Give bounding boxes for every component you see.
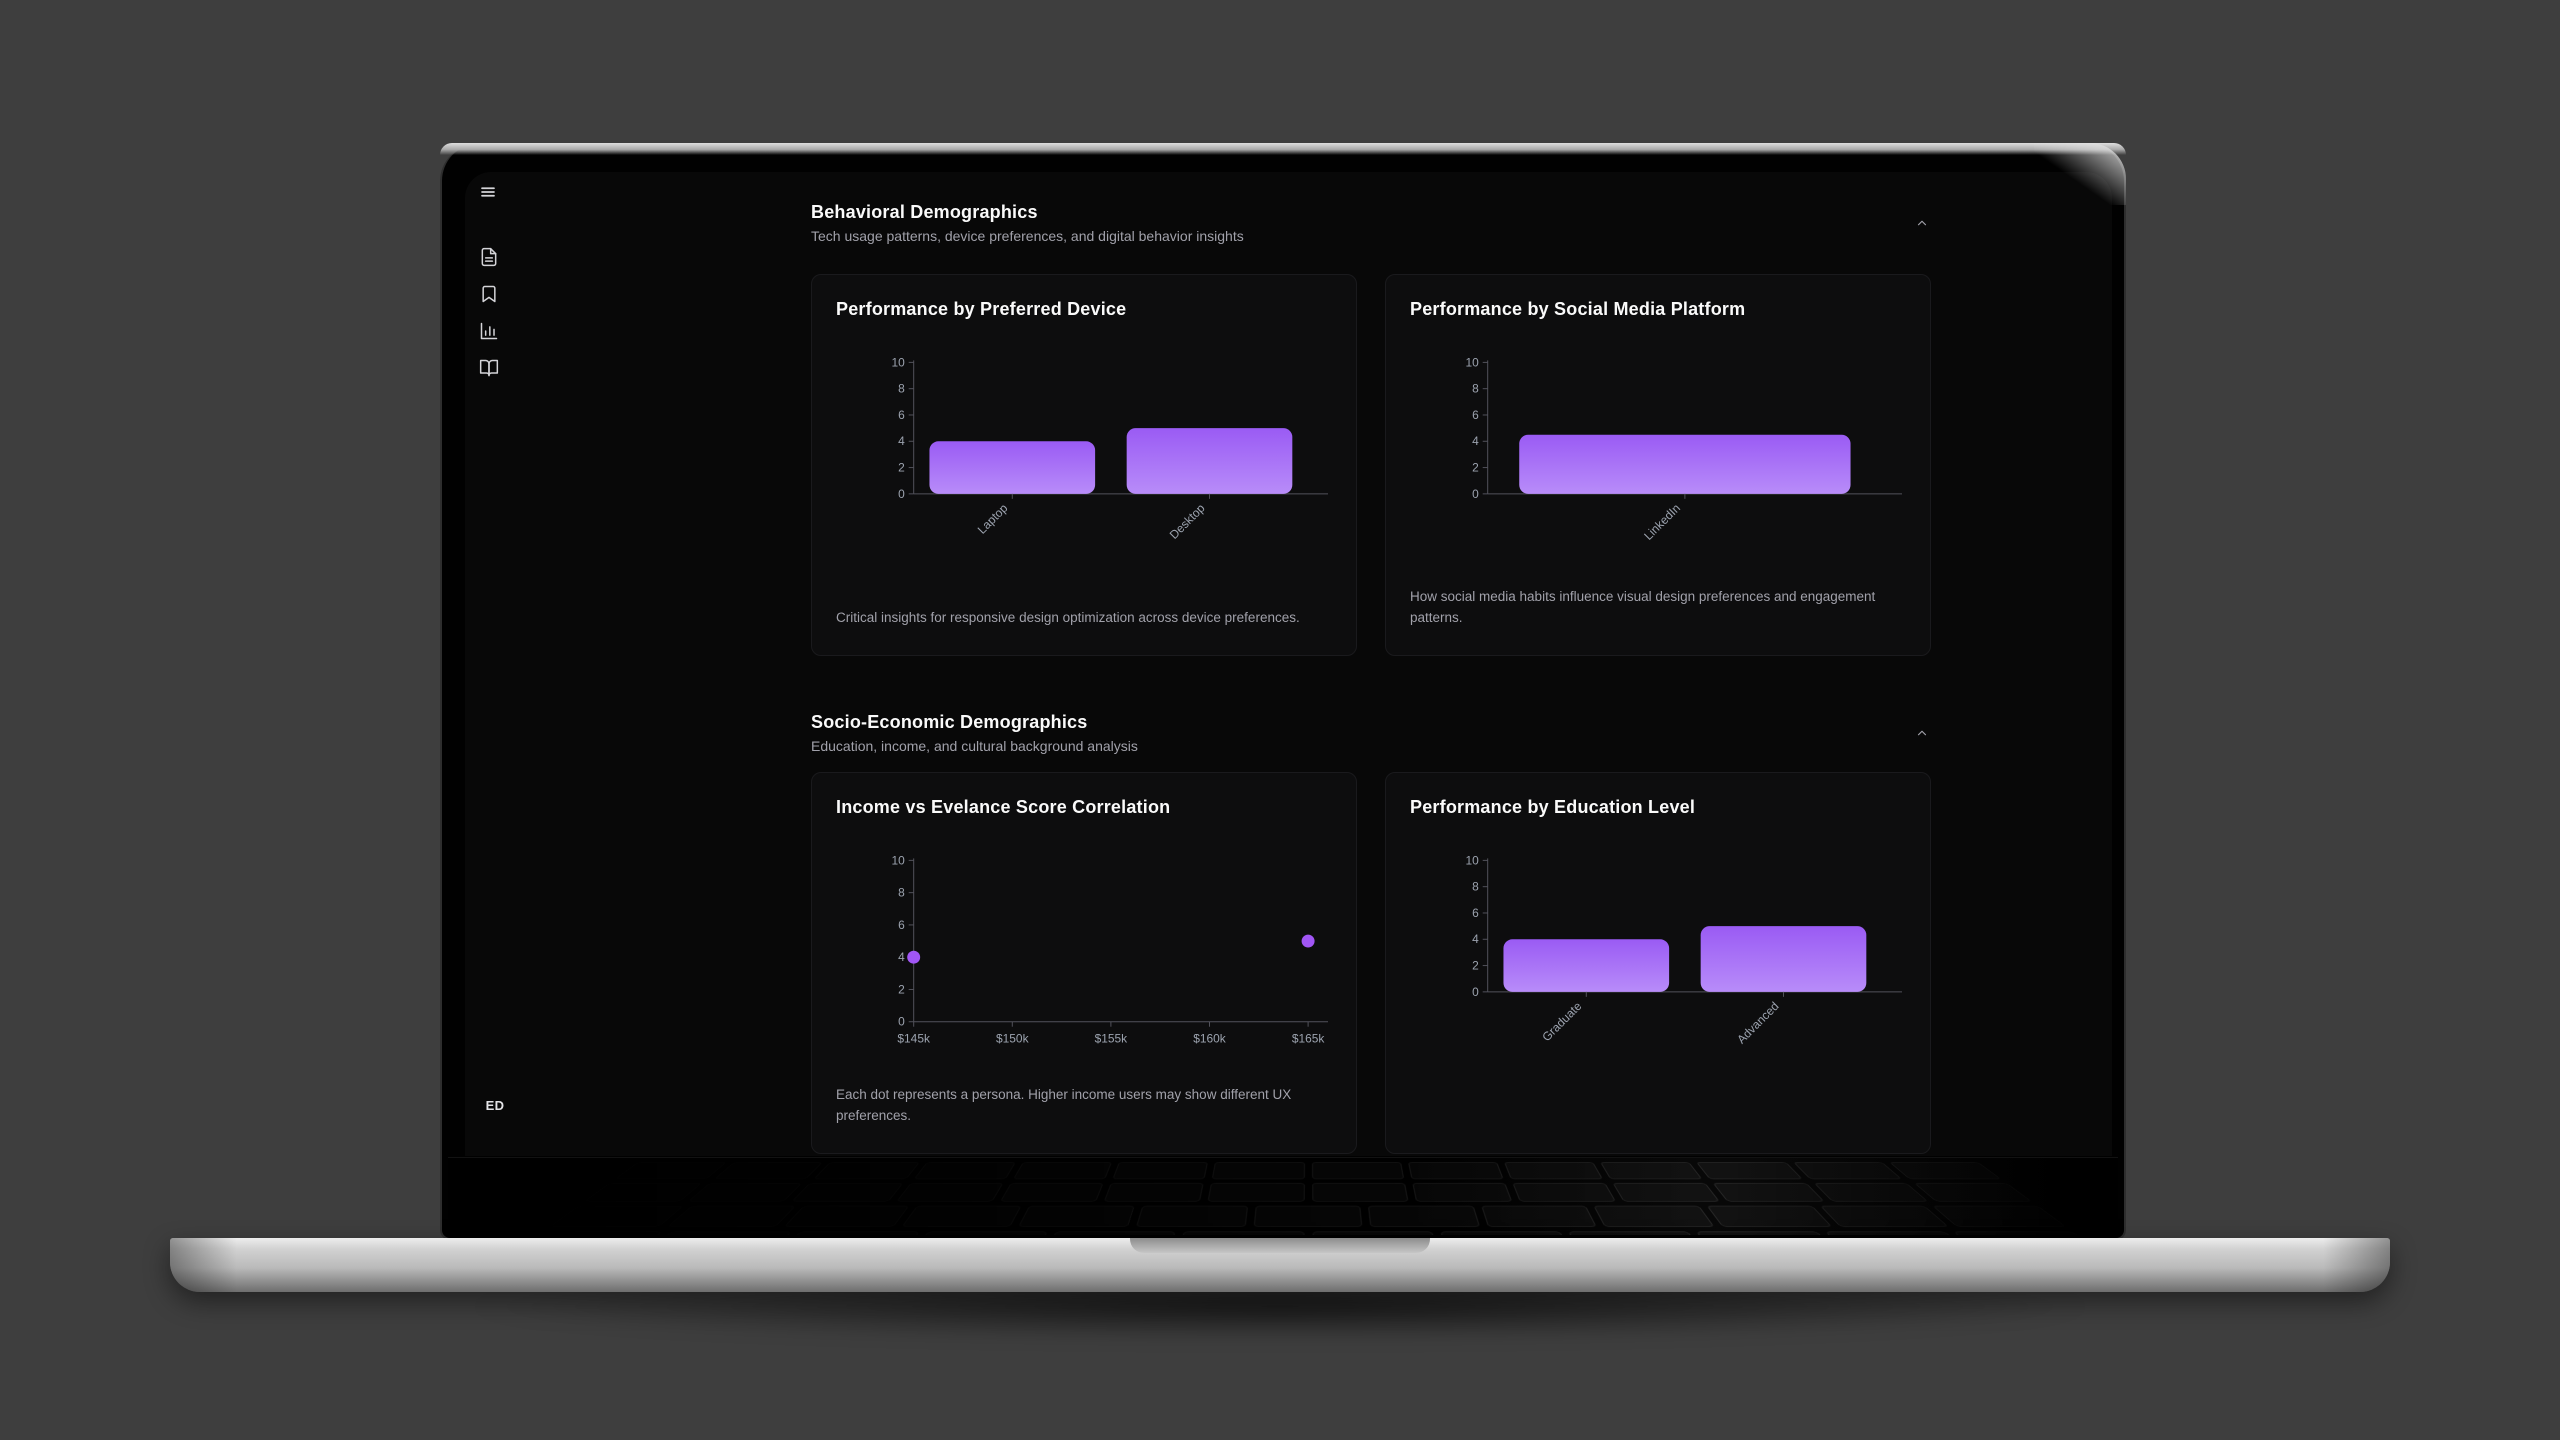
keyboard-keys <box>472 1162 2118 1235</box>
section-title: Behavioral Demographics <box>811 202 1038 222</box>
svg-text:6: 6 <box>898 408 905 422</box>
chevron-up-icon <box>1915 216 1929 233</box>
chevron-up-icon <box>1915 726 1929 743</box>
svg-text:4: 4 <box>1472 434 1479 448</box>
chart-title: Performance by Education Level <box>1410 797 1696 817</box>
svg-text:10: 10 <box>1465 356 1479 369</box>
laptop-screen: ED Behavioral Demographics Tech usage pa… <box>440 143 2126 1240</box>
svg-text:$145k: $145k <box>897 1032 930 1046</box>
svg-text:Laptop: Laptop <box>975 501 1011 537</box>
bar-chart: 0 2 4 6 8 10 LinkedIn <box>1410 356 1906 562</box>
file-text-icon <box>479 247 499 270</box>
book-open-icon <box>479 358 499 381</box>
svg-text:6: 6 <box>1472 408 1479 422</box>
section-collapse-button[interactable] <box>1913 214 1931 235</box>
sidebar-item-library[interactable] <box>479 359 499 379</box>
svg-text:2: 2 <box>1472 461 1479 475</box>
svg-text:0: 0 <box>1472 487 1479 501</box>
svg-text:0: 0 <box>898 1015 905 1029</box>
svg-text:2: 2 <box>898 461 905 475</box>
chart-card-education-level: Performance by Education Level 0 2 4 6 8 10 Gr… <box>1385 772 1931 1154</box>
chart-svg: 0 2 4 6 8 10 LinkedIn <box>1465 356 1903 543</box>
card-grid: Income vs Evelance Score Correlation 0 2 4… <box>811 772 1931 1154</box>
bar-chart-icon <box>479 321 499 344</box>
chart-svg: 0 2 4 6 8 10 Laptop Desktop <box>891 356 1329 542</box>
bar-chart: 0 2 4 6 8 10 Graduate Advanced <box>1410 854 1906 1060</box>
laptop-shadow <box>120 1276 2440 1372</box>
svg-text:$150k: $150k <box>996 1032 1029 1046</box>
svg-text:4: 4 <box>898 950 905 964</box>
svg-text:6: 6 <box>1472 906 1479 920</box>
chart-card-preferred-device: Performance by Preferred Device 0 2 4 6 8 10 L… <box>811 274 1357 656</box>
svg-text:Desktop: Desktop <box>1167 501 1208 542</box>
chart-svg: 0 2 4 6 8 10 $145k $150k $155k $160k $165k <box>891 854 1329 1046</box>
svg-text:Graduate: Graduate <box>1539 999 1584 1044</box>
svg-text:8: 8 <box>898 382 905 396</box>
menu-toggle-button[interactable] <box>479 184 497 202</box>
chart-title: Performance by Preferred Device <box>836 299 1127 319</box>
chart-caption <box>1410 1127 1906 1129</box>
svg-text:LinkedIn: LinkedIn <box>1641 501 1683 543</box>
keyboard-deck <box>448 1157 2118 1235</box>
svg-text:8: 8 <box>898 886 905 900</box>
chart-card-income-correlation: Income vs Evelance Score Correlation 0 2 4… <box>811 772 1357 1154</box>
laptop-base <box>170 1238 2390 1292</box>
base-notch <box>1130 1238 1430 1253</box>
chart-caption: Each dot represents a persona. Higher in… <box>836 1087 1292 1124</box>
user-initials-avatar[interactable]: ED <box>485 1098 505 1113</box>
section-subtitle: Education, income, and cultural backgrou… <box>811 738 1138 754</box>
section-subtitle: Tech usage patterns, device preferences,… <box>811 228 1244 244</box>
svg-text:$155k: $155k <box>1095 1032 1128 1046</box>
svg-text:8: 8 <box>1472 880 1479 894</box>
svg-text:$165k: $165k <box>1292 1032 1325 1046</box>
sidebar-nav <box>479 247 499 379</box>
main-content: Behavioral Demographics Tech usage patte… <box>811 172 1931 1156</box>
svg-text:0: 0 <box>898 487 905 501</box>
hamburger-icon <box>479 183 497 204</box>
svg-text:2: 2 <box>1472 959 1479 973</box>
svg-text:$160k: $160k <box>1193 1032 1226 1046</box>
section-header: Behavioral Demographics Tech usage patte… <box>811 202 1931 244</box>
chart-title: Income vs Evelance Score Correlation <box>836 797 1171 817</box>
sidebar: ED <box>465 172 525 1156</box>
chart-caption: Critical insights for responsive design … <box>836 610 1300 626</box>
sidebar-item-bookmarks[interactable] <box>479 285 499 305</box>
svg-text:2: 2 <box>898 982 905 996</box>
bookmark-icon <box>479 284 499 307</box>
chart-svg: 0 2 4 6 8 10 Graduate Advanced <box>1465 854 1903 1046</box>
svg-text:10: 10 <box>891 356 905 369</box>
section-socio-economic-demographics: Socio-Economic Demographics Education, i… <box>811 712 1931 1154</box>
section-behavioral-demographics: Behavioral Demographics Tech usage patte… <box>811 202 1931 656</box>
chart-caption: How social media habits influence visual… <box>1410 589 1876 626</box>
section-title: Socio-Economic Demographics <box>811 712 1088 732</box>
dashboard-window: ED Behavioral Demographics Tech usage pa… <box>465 172 2112 1156</box>
section-collapse-button[interactable] <box>1913 724 1931 745</box>
sidebar-item-analytics[interactable] <box>479 322 499 342</box>
bar-chart: 0 2 4 6 8 10 Laptop Desktop <box>836 356 1332 562</box>
svg-text:8: 8 <box>1472 382 1479 396</box>
svg-text:Advanced: Advanced <box>1734 999 1781 1046</box>
svg-text:0: 0 <box>1472 985 1479 999</box>
scatter-chart: 0 2 4 6 8 10 $145k $150k $155k $160k $165k <box>836 854 1332 1060</box>
chart-title: Performance by Social Media Platform <box>1410 299 1746 319</box>
card-grid: Performance by Preferred Device 0 2 4 6 8 10 L… <box>811 274 1931 656</box>
sidebar-item-documents[interactable] <box>479 247 499 270</box>
svg-text:4: 4 <box>898 434 905 448</box>
chart-card-social-media: Performance by Social Media Platform 0 2 4… <box>1385 274 1931 656</box>
svg-text:4: 4 <box>1472 932 1479 946</box>
svg-text:6: 6 <box>898 918 905 932</box>
svg-text:10: 10 <box>891 854 905 867</box>
section-header: Socio-Economic Demographics Education, i… <box>811 712 1931 754</box>
svg-text:10: 10 <box>1465 854 1479 867</box>
